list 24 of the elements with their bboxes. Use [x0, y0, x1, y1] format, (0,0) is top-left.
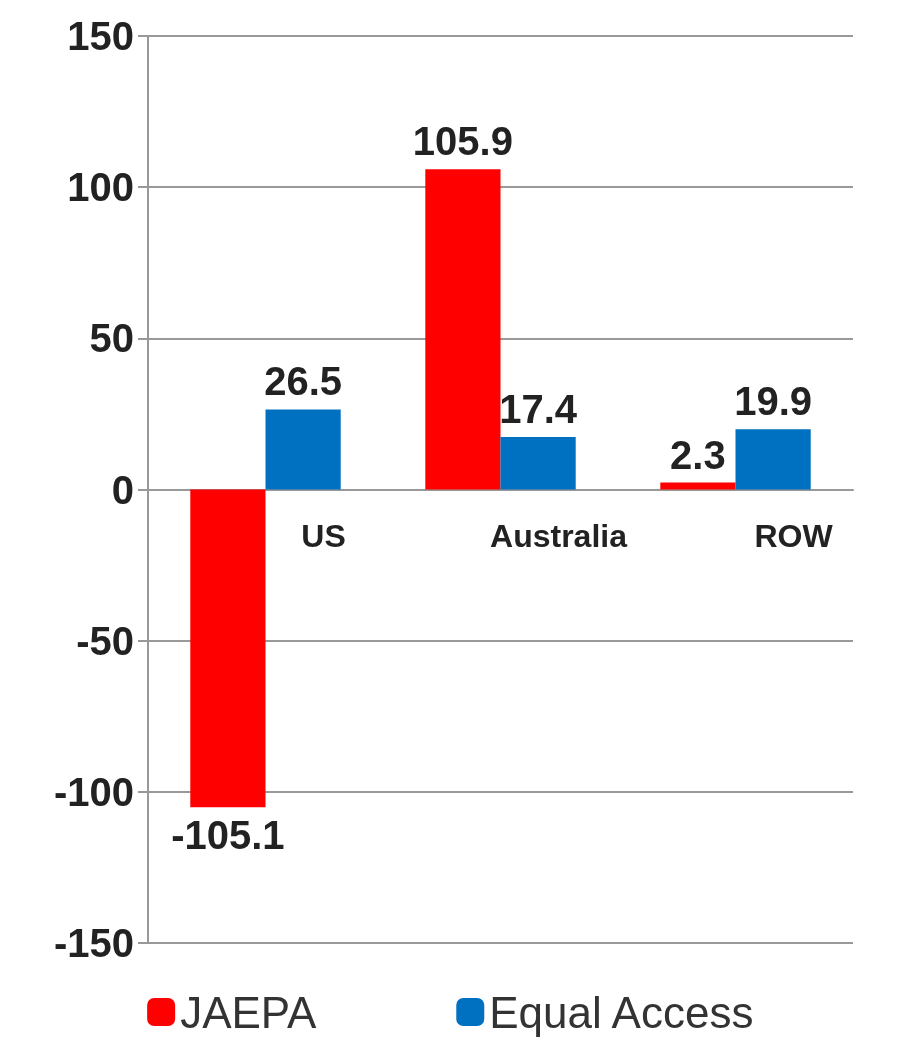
legend-label: Equal Access — [489, 987, 754, 1037]
y-tick-label: 50 — [89, 316, 134, 361]
data-label: 17.4 — [499, 386, 578, 431]
y-tick-label: 150 — [67, 14, 134, 58]
x-tick-label: US — [301, 517, 346, 554]
legend-label: JAEPA — [180, 987, 317, 1037]
bar — [425, 169, 501, 490]
bar — [735, 429, 811, 490]
y-tick-label: -50 — [76, 618, 134, 663]
y-tick-label: -150 — [53, 921, 134, 965]
bar — [265, 409, 341, 490]
y-tick-label: 0 — [111, 467, 134, 512]
x-tick-label: Australia — [490, 517, 628, 554]
y-tick-label: -100 — [53, 769, 134, 814]
bar — [500, 436, 576, 490]
bar — [190, 489, 266, 808]
data-label: -105.1 — [171, 813, 285, 858]
data-label: 2.3 — [670, 432, 726, 477]
data-label: 19.9 — [734, 379, 813, 424]
data-label: 26.5 — [264, 359, 343, 404]
data-label: 105.9 — [412, 119, 513, 164]
x-tick-label: ROW — [754, 517, 834, 554]
bar — [660, 482, 736, 490]
y-tick-label: 100 — [67, 165, 134, 210]
